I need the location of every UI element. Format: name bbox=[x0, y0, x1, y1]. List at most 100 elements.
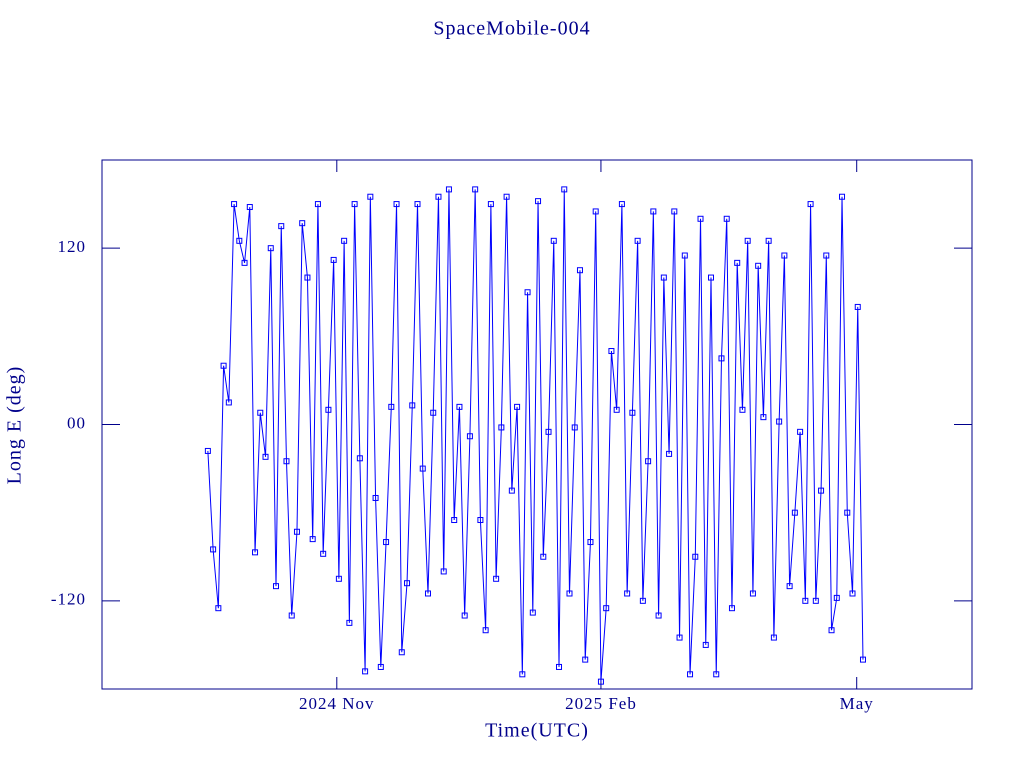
data-marker bbox=[419, 465, 426, 472]
data-marker bbox=[493, 575, 500, 582]
data-marker bbox=[398, 649, 405, 656]
data-marker bbox=[377, 663, 384, 670]
data-marker bbox=[776, 418, 783, 425]
data-marker bbox=[713, 671, 720, 678]
data-marker bbox=[246, 204, 253, 211]
data-marker bbox=[215, 605, 222, 612]
data-marker bbox=[859, 656, 866, 663]
data-marker bbox=[807, 201, 814, 208]
data-marker bbox=[231, 201, 238, 208]
data-marker bbox=[550, 237, 557, 244]
data-marker bbox=[383, 539, 390, 546]
data-marker bbox=[608, 348, 615, 355]
data-marker bbox=[351, 201, 358, 208]
data-marker bbox=[409, 402, 416, 409]
data-marker bbox=[728, 605, 735, 612]
data-marker bbox=[692, 553, 699, 560]
data-marker bbox=[655, 612, 662, 619]
data-marker bbox=[676, 634, 683, 641]
data-marker bbox=[650, 208, 657, 215]
y-tick-label: -120 bbox=[51, 590, 86, 609]
data-marker bbox=[702, 641, 709, 648]
data-marker bbox=[634, 237, 641, 244]
data-marker bbox=[613, 406, 620, 413]
data-marker bbox=[666, 450, 673, 457]
data-marker bbox=[519, 671, 526, 678]
data-marker bbox=[545, 428, 552, 435]
data-marker bbox=[241, 259, 248, 266]
data-marker bbox=[597, 678, 604, 685]
data-marker bbox=[204, 447, 211, 454]
data-marker bbox=[461, 612, 468, 619]
data-marker bbox=[393, 201, 400, 208]
data-marker bbox=[765, 237, 772, 244]
data-marker bbox=[320, 550, 327, 557]
data-marker bbox=[739, 406, 746, 413]
data-marker bbox=[671, 208, 678, 215]
data-marker bbox=[330, 256, 337, 263]
data-marker bbox=[839, 193, 846, 200]
data-marker bbox=[571, 424, 578, 431]
data-marker bbox=[770, 634, 777, 641]
data-marker bbox=[236, 237, 243, 244]
x-tick-label: 2025 Feb bbox=[565, 694, 637, 713]
data-marker bbox=[278, 223, 285, 230]
data-marker bbox=[257, 409, 264, 416]
data-marker bbox=[451, 517, 458, 524]
data-marker bbox=[660, 274, 667, 281]
data-marker bbox=[456, 403, 463, 410]
data-marker bbox=[314, 201, 321, 208]
data-marker bbox=[844, 509, 851, 516]
data-marker bbox=[812, 597, 819, 604]
data-marker bbox=[404, 580, 411, 587]
data-marker bbox=[514, 403, 521, 410]
data-marker bbox=[618, 201, 625, 208]
data-marker bbox=[482, 627, 489, 634]
data-marker bbox=[587, 539, 594, 546]
data-marker bbox=[524, 289, 531, 296]
data-marker bbox=[786, 583, 793, 590]
data-marker bbox=[477, 517, 484, 524]
data-marker bbox=[472, 186, 479, 193]
data-marker bbox=[603, 605, 610, 612]
data-marker bbox=[414, 201, 421, 208]
data-marker bbox=[304, 274, 311, 281]
data-marker bbox=[582, 656, 589, 663]
data-marker bbox=[388, 403, 395, 410]
data-marker bbox=[299, 220, 306, 227]
data-marker bbox=[288, 612, 295, 619]
data-marker bbox=[833, 594, 840, 601]
data-marker bbox=[362, 668, 369, 675]
data-marker bbox=[802, 597, 809, 604]
data-marker bbox=[535, 198, 542, 205]
data-marker bbox=[781, 252, 788, 259]
data-marker bbox=[341, 237, 348, 244]
data-marker bbox=[498, 424, 505, 431]
data-marker bbox=[508, 487, 515, 494]
data-marker bbox=[252, 549, 259, 556]
data-marker bbox=[734, 259, 741, 266]
data-marker bbox=[718, 355, 725, 362]
data-marker bbox=[566, 590, 573, 597]
y-tick-label: 120 bbox=[58, 237, 87, 256]
data-marker bbox=[225, 399, 232, 406]
data-marker bbox=[466, 433, 473, 440]
data-marker bbox=[273, 583, 279, 590]
data-marker bbox=[309, 536, 316, 543]
data-marker bbox=[797, 428, 804, 435]
data-marker bbox=[440, 568, 447, 575]
data-marker bbox=[220, 362, 227, 369]
data-marker bbox=[639, 597, 646, 604]
data-marker bbox=[346, 619, 353, 626]
data-marker bbox=[697, 215, 704, 222]
data-marker bbox=[828, 627, 835, 634]
chart-title: SpaceMobile-004 bbox=[433, 18, 590, 40]
data-marker bbox=[624, 590, 631, 597]
data-marker bbox=[283, 458, 290, 465]
x-tick-label: May bbox=[840, 694, 874, 713]
data-marker bbox=[760, 414, 767, 421]
y-axis-label: Long E (deg) bbox=[4, 366, 26, 485]
data-marker bbox=[629, 409, 636, 416]
